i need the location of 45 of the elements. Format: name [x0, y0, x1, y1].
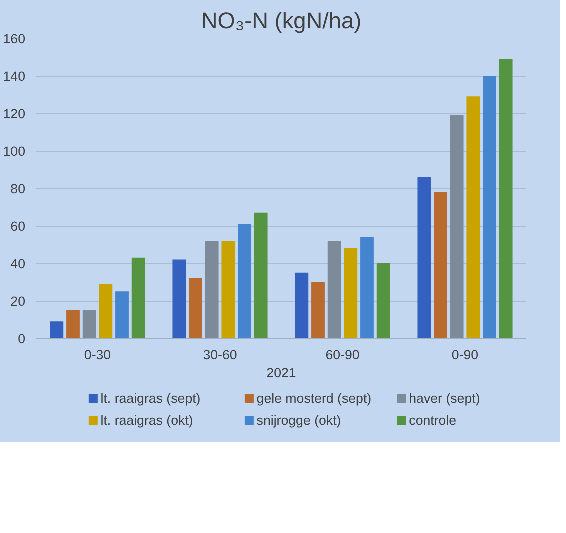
x-tick-label: 60-90 [326, 348, 360, 362]
bar [189, 278, 202, 338]
bar [172, 260, 186, 338]
y-tick-label: 140 [3, 69, 26, 84]
legend-label: snijrogge (okt) [256, 413, 342, 428]
bar [222, 241, 236, 338]
legend-label: gele mosterd (sept) [256, 391, 372, 406]
bar [238, 224, 252, 338]
bar [132, 258, 146, 338]
bar [50, 322, 64, 338]
bar [434, 192, 448, 338]
legend-label: controle [409, 413, 457, 428]
legend-label: haver (sept) [409, 391, 480, 406]
bar [205, 241, 219, 338]
bar [82, 310, 96, 338]
y-tick-label: 0 [18, 332, 26, 346]
y-tick-label: 120 [3, 106, 26, 122]
x-axis-title: 2021 [266, 366, 296, 380]
bar [99, 284, 113, 338]
bar [66, 310, 80, 338]
bar [483, 76, 496, 338]
y-tick-label: 40 [10, 256, 26, 272]
bar [116, 292, 129, 338]
bar [360, 237, 374, 338]
legend-label: lt. raaigras (okt) [100, 413, 194, 428]
bar [344, 248, 358, 338]
bar [376, 264, 390, 338]
y-tick-label: 160 [3, 32, 26, 46]
y-tick-label: 80 [10, 182, 26, 196]
x-tick-label: 0-90 [452, 348, 479, 362]
y-tick-label: 100 [3, 144, 26, 159]
bar [328, 241, 342, 338]
bar [466, 96, 480, 338]
bar [418, 177, 432, 338]
bar [254, 212, 268, 338]
bar [295, 272, 309, 338]
x-tick-label: 0-30 [84, 348, 112, 362]
bar [312, 282, 325, 338]
chart-title: NO₃-N (kgN/ha) [201, 8, 362, 34]
x-tick-label: 30-60 [203, 348, 238, 362]
y-tick-label: 20 [10, 294, 26, 309]
y-tick-label: 60 [10, 219, 26, 234]
bar [499, 59, 513, 338]
bar [450, 115, 464, 338]
legend-label: lt. raaigras (sept) [100, 391, 201, 406]
